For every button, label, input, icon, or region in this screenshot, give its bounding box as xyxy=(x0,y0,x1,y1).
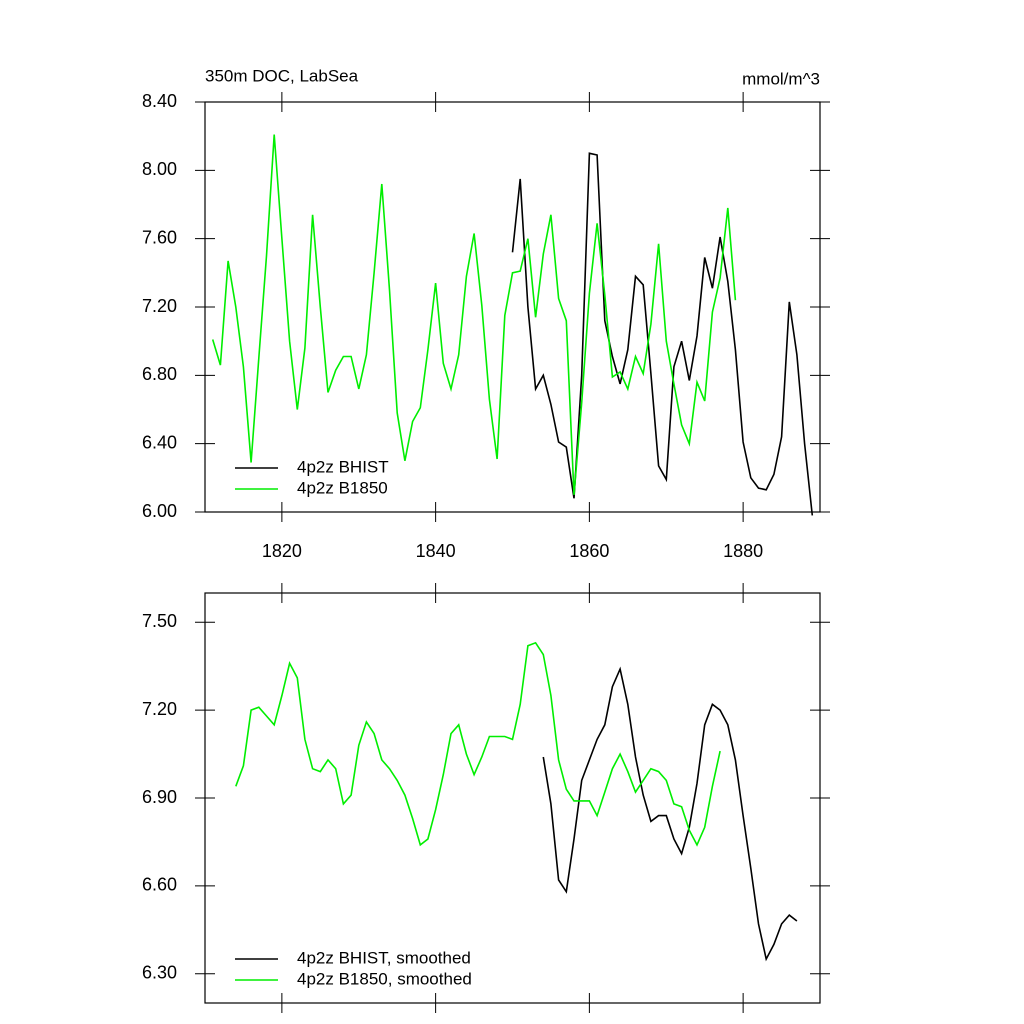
x-tick-label: 1820 xyxy=(262,541,302,561)
x-tick-label: 1840 xyxy=(416,541,456,561)
y-tick-label: 6.60 xyxy=(142,875,177,895)
y-tick-label: 6.80 xyxy=(142,364,177,384)
x-tick-label: 1860 xyxy=(569,541,609,561)
series-line xyxy=(542,666,798,962)
legend-label: 4p2z B1850, smoothed xyxy=(297,969,472,988)
y-tick-label: 8.00 xyxy=(142,159,177,179)
y-tick-label: 7.50 xyxy=(142,611,177,631)
y-tick-label: 6.40 xyxy=(142,432,177,452)
chart-title: 350m DOC, LabSea xyxy=(205,66,359,85)
plot-frame xyxy=(204,101,821,513)
y-tick-label: 6.00 xyxy=(142,501,177,521)
series-line xyxy=(235,641,721,847)
series-line xyxy=(211,134,737,495)
y-tick-label: 7.20 xyxy=(142,296,177,316)
y-tick-label: 7.60 xyxy=(142,227,177,247)
legend-label: 4p2z BHIST xyxy=(297,457,389,476)
legend-label: 4p2z BHIST, smoothed xyxy=(297,948,471,967)
units-label: mmol/m^3 xyxy=(742,69,820,88)
y-tick-label: 6.90 xyxy=(142,787,177,807)
legend-label: 4p2z B1850 xyxy=(297,478,388,497)
series-line xyxy=(511,152,814,516)
y-tick-label: 6.30 xyxy=(142,962,177,982)
y-tick-label: 8.40 xyxy=(142,91,177,111)
plot-frame xyxy=(204,592,821,1004)
x-tick-label: 1880 xyxy=(723,541,763,561)
y-tick-label: 7.20 xyxy=(142,699,177,719)
